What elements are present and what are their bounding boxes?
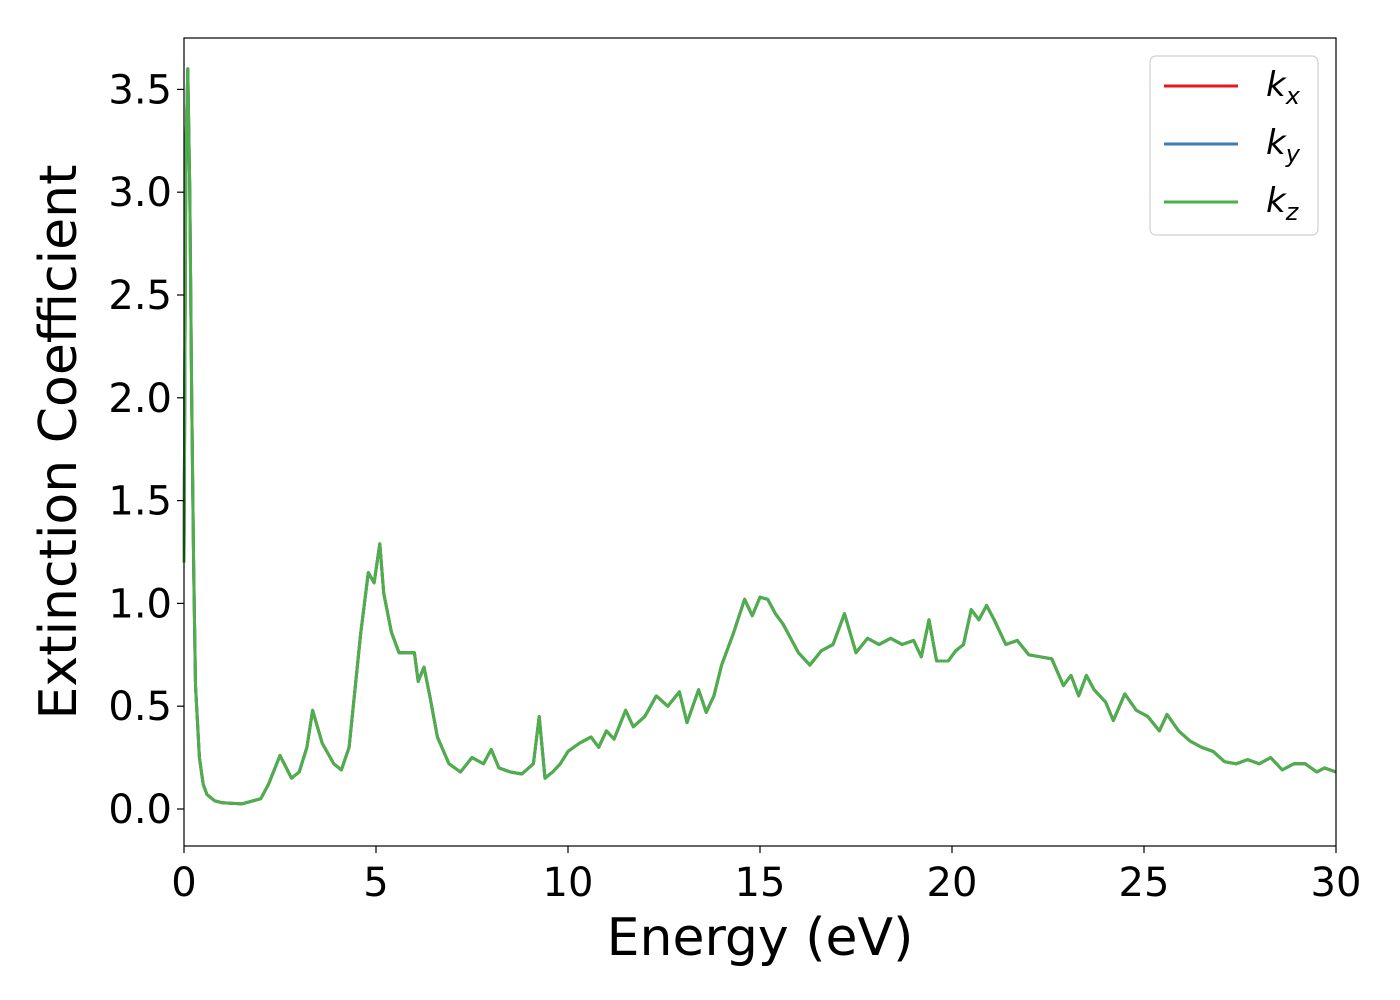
y-tick-label: 2.5 [108, 273, 172, 319]
x-axis-ticks: 0 5 10 15 20 25 30 [171, 846, 1361, 906]
y-tick-label: 0.0 [108, 787, 172, 833]
x-tick-label: 20 [927, 860, 978, 906]
y-axis-ticks: 0.0 0.5 1.0 1.5 2.0 2.5 3.0 3.5 [108, 67, 184, 833]
x-axis-title: Energy (eV) [607, 908, 914, 968]
y-tick-label: 3.0 [108, 170, 172, 216]
y-axis-title: Extinction Coefficient [29, 165, 89, 720]
series-line-kz [182, 67, 1337, 806]
x-tick-label: 30 [1311, 860, 1362, 906]
y-tick-label: 1.5 [108, 479, 172, 525]
y-tick-label: 1.0 [108, 581, 172, 627]
y-tick-label: 2.0 [108, 376, 172, 422]
x-tick-label: 15 [735, 860, 786, 906]
legend-label-kz: kz [1266, 181, 1300, 226]
x-tick-label: 10 [543, 860, 594, 906]
y-tick-label: 3.5 [108, 67, 172, 113]
legend: kx ky kz [1149, 55, 1319, 236]
x-tick-label: 25 [1119, 860, 1170, 906]
y-tick-label: 0.5 [108, 684, 172, 730]
x-tick-label: 5 [363, 860, 388, 906]
series-layer [182, 67, 1337, 806]
legend-label-ky: ky [1266, 123, 1301, 168]
legend-entries: kx ky kz [1164, 65, 1301, 226]
x-tick-label: 0 [171, 860, 196, 906]
legend-label-kx: kx [1266, 65, 1301, 110]
